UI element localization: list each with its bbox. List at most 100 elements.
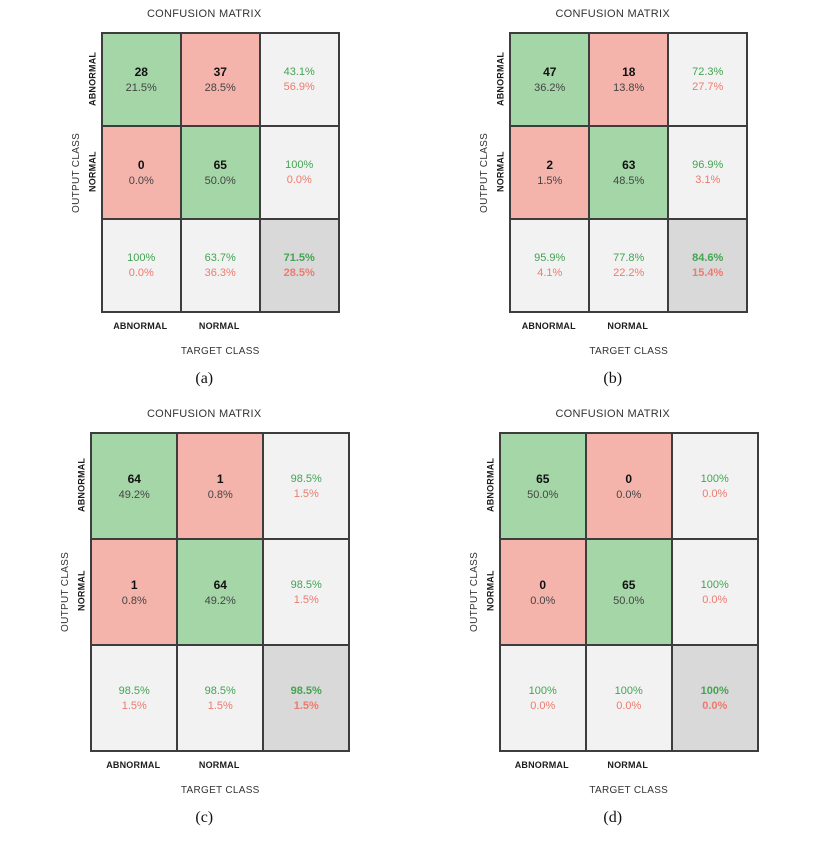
summary-negative: 27.7%	[692, 81, 724, 93]
overall-accuracy: 84.6%	[692, 252, 724, 264]
cell-percent: 13.8%	[613, 82, 645, 94]
summary-positive: 100%	[127, 252, 156, 264]
summary-positive: 95.9%	[534, 252, 566, 264]
col-label-abnormal: ABNORMAL	[521, 321, 576, 331]
summary-positive: 100%	[614, 684, 643, 697]
cell-percent: 0.0%	[616, 488, 642, 501]
cell-normal-normal: 65 50.0%	[181, 127, 261, 220]
summary-negative: 1.5%	[293, 487, 319, 500]
cell-normal-normal: 64 49.2%	[178, 540, 265, 646]
summary-positive: 98.5%	[290, 472, 322, 485]
summary-negative: 22.2%	[613, 267, 645, 279]
confusion-matrix-grid: 28 21.5% 37 28.5% 43.1% 56.9% 0 0.0%	[100, 32, 340, 313]
row-summary-normal: 96.9% 3.1%	[669, 127, 749, 220]
col-labels: ABNORMAL NORMAL	[90, 760, 350, 770]
cell-count: 65	[213, 158, 227, 172]
summary-negative: 36.3%	[204, 267, 236, 279]
cell-abnormal-normal: 1 0.8%	[178, 434, 265, 540]
cell-normal-abnormal: 2 1.5%	[511, 127, 591, 220]
subfigure-caption: (a)	[195, 370, 214, 387]
overall-accuracy: 71.5%	[283, 252, 315, 264]
col-label-normal: NORMAL	[198, 321, 240, 331]
subfigure-caption: (b)	[603, 370, 623, 387]
summary-positive: 77.8%	[613, 252, 645, 264]
chart-title: CONFUSION MATRIX	[146, 8, 262, 20]
overall-error: 15.4%	[692, 267, 724, 279]
cell-abnormal-abnormal: 28 21.5%	[102, 34, 182, 127]
row-label-abnormal: ABNORMAL	[87, 51, 98, 106]
row-labels: ABNORMAL NORMAL	[73, 432, 90, 644]
col-label-normal: NORMAL	[198, 760, 240, 770]
col-label-abnormal: ABNORMAL	[106, 760, 161, 770]
cell-count: 64	[213, 577, 227, 592]
col-label-normal: NORMAL	[607, 321, 649, 331]
summary-negative: 0.0%	[286, 174, 312, 186]
col-label-spacer	[671, 760, 757, 770]
col-summary-abnormal: 95.9% 4.1%	[511, 220, 591, 313]
cell-count: 37	[213, 65, 227, 79]
subfigure-caption: (d)	[603, 809, 623, 826]
cell-percent: 50.0%	[204, 175, 236, 187]
cell-count: 1	[216, 471, 224, 486]
confusion-matrix-grid: 47 36.2% 18 13.8% 72.3% 27.7% 2 1.5%	[509, 32, 749, 313]
cell-percent: 49.2%	[118, 488, 150, 501]
cell-abnormal-abnormal: 64 49.2%	[92, 434, 179, 540]
output-class-axis-label: OUTPUT CLASS	[479, 132, 491, 213]
row-label-normal: NORMAL	[485, 570, 496, 612]
col-labels: ABNORMAL NORMAL	[101, 321, 340, 331]
row-labels: ABNORMAL NORMAL	[84, 32, 101, 218]
output-class-axis-label: OUTPUT CLASS	[70, 132, 82, 213]
confusion-matrix-panel-a: CONFUSION MATRIX OUTPUT CLASS ABNORMAL N…	[0, 0, 409, 400]
cell-normal-abnormal: 0 0.0%	[102, 127, 182, 220]
chart-title: CONFUSION MATRIX	[555, 408, 671, 420]
summary-negative: 0.0%	[530, 699, 556, 712]
cell-percent: 49.2%	[204, 594, 236, 607]
row-summary-abnormal: 43.1% 56.9%	[260, 34, 340, 127]
matrix-area: OUTPUT CLASS ABNORMAL NORMAL 65 50.0% 0 …	[467, 432, 759, 796]
cell-normal-normal: 65 50.0%	[586, 540, 673, 646]
cell-count: 0	[625, 471, 633, 486]
cell-count: 47	[543, 65, 557, 79]
cell-abnormal-abnormal: 47 36.2%	[511, 34, 591, 127]
summary-positive: 98.5%	[290, 578, 322, 591]
matrix-area: OUTPUT CLASS ABNORMAL NORMAL 64 49.2% 1 …	[58, 432, 351, 796]
row-label-abnormal: ABNORMAL	[485, 457, 496, 513]
summary-positive: 43.1%	[283, 66, 315, 78]
summary-positive: 100%	[700, 472, 729, 485]
confusion-matrix-grid: 64 49.2% 1 0.8% 98.5% 1.5% 1 0.8%	[90, 432, 351, 752]
summary-negative: 1.5%	[207, 699, 233, 712]
summary-positive: 100%	[528, 684, 557, 697]
row-summary-abnormal: 72.3% 27.7%	[669, 34, 749, 127]
cell-abnormal-normal: 37 28.5%	[181, 34, 261, 127]
col-summary-abnormal: 100% 0.0%	[102, 220, 182, 313]
cell-percent: 1.5%	[537, 175, 563, 187]
overall-accuracy: 98.5%	[290, 684, 322, 697]
col-summary-normal: 100% 0.0%	[586, 646, 673, 752]
cell-percent: 36.2%	[534, 82, 566, 94]
matrix-column: 28 21.5% 37 28.5% 43.1% 56.9% 0 0.0%	[100, 32, 340, 357]
row-summary-normal: 98.5% 1.5%	[264, 540, 351, 646]
col-summary-abnormal: 98.5% 1.5%	[92, 646, 179, 752]
row-labels: ABNORMAL NORMAL	[492, 32, 509, 218]
cell-percent: 50.0%	[527, 488, 559, 501]
summary-negative: 1.5%	[121, 699, 147, 712]
col-labels: ABNORMAL NORMAL	[509, 321, 748, 331]
cell-count: 64	[127, 471, 141, 486]
cell-count: 0	[539, 577, 547, 592]
col-summary-normal: 77.8% 22.2%	[590, 220, 670, 313]
col-label-spacer	[262, 760, 348, 770]
overall-accuracy-cell: 98.5% 1.5%	[264, 646, 351, 752]
summary-negative: 3.1%	[695, 174, 721, 186]
confusion-matrix-panel-b: CONFUSION MATRIX OUTPUT CLASS ABNORMAL N…	[409, 0, 817, 400]
row-labels: ABNORMAL NORMAL	[482, 432, 499, 644]
cell-percent: 28.5%	[204, 82, 236, 94]
cell-abnormal-abnormal: 65 50.0%	[500, 434, 587, 540]
overall-error: 0.0%	[702, 699, 728, 712]
chart-title: CONFUSION MATRIX	[146, 408, 262, 420]
row-summary-abnormal: 100% 0.0%	[672, 434, 759, 540]
matrix-column: 47 36.2% 18 13.8% 72.3% 27.7% 2 1.5%	[509, 32, 749, 357]
summary-positive: 100%	[700, 578, 729, 591]
summary-positive: 98.5%	[204, 684, 236, 697]
summary-negative: 0.0%	[128, 267, 154, 279]
cell-abnormal-normal: 0 0.0%	[586, 434, 673, 540]
